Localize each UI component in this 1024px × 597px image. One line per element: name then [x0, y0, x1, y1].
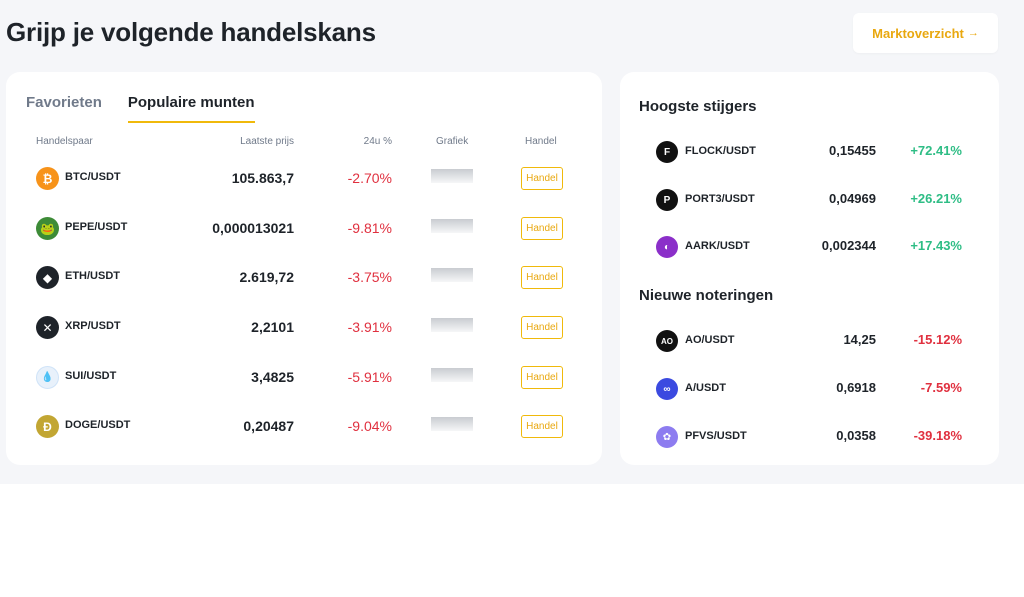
last-price: 2,2101	[251, 319, 294, 335]
last-price: 0,0358	[836, 428, 876, 443]
tab-bar: Favorieten Populaire munten	[26, 94, 255, 123]
port3-icon: P	[656, 189, 678, 211]
pair-name: SUI/USDT	[65, 370, 117, 382]
movers-card: Hoogste stijgers F FLOCK/USDT 0,15455 +72.4…	[620, 72, 999, 465]
pair-name: AO/USDT	[685, 334, 735, 346]
trade-button[interactable]: Handel	[521, 366, 563, 389]
last-price: 0,002344	[821, 238, 876, 253]
trade-button[interactable]: Handel	[521, 167, 563, 190]
dogecoin-icon: Ð	[36, 415, 59, 438]
change-24h: -2.70%	[347, 170, 392, 186]
sparkline-chart	[431, 169, 473, 183]
sui-icon: 💧	[36, 366, 59, 389]
bitcoin-icon: ₿	[36, 167, 59, 190]
pair-name: DOGE/USDT	[65, 419, 131, 431]
ethereum-icon: ◆	[36, 266, 59, 289]
list-item[interactable]: F FLOCK/USDT 0,15455 +72.41%	[620, 131, 999, 171]
page-title: Grijp je volgende handelskans	[6, 17, 376, 47]
pair-name: PEPE/USDT	[65, 221, 128, 233]
table-row[interactable]: 🐸 PEPE/USDT 0,000013021 -9.81% Handel	[6, 209, 602, 249]
last-price: 0,6918	[836, 380, 876, 395]
list-item[interactable]: AO AO/USDT 14,25 -15.12%	[620, 320, 999, 360]
last-price: 105.863,7	[231, 170, 294, 186]
sparkline-chart	[431, 417, 473, 431]
pair-name: BTC/USDT	[65, 171, 121, 183]
table-row[interactable]: Ð DOGE/USDT 0,20487 -9.04% Handel	[6, 407, 602, 447]
pair-name: AARK/USDT	[685, 240, 750, 252]
pair-name: ETH/USDT	[65, 270, 120, 282]
trade-button[interactable]: Handel	[521, 316, 563, 339]
pair-name: XRP/USDT	[65, 320, 121, 332]
change-24h: -3.75%	[347, 269, 392, 285]
pair-name: FLOCK/USDT	[685, 145, 756, 157]
top-gainers-title: Hoogste stijgers	[639, 98, 757, 115]
pair-name: PFVS/USDT	[685, 430, 747, 442]
list-item[interactable]: ◐ AARK/USDT 0,002344 +17.43%	[620, 226, 999, 266]
list-item[interactable]: P PORT3/USDT 0,04969 +26.21%	[620, 179, 999, 219]
xrp-icon: ✕	[36, 316, 59, 339]
column-header-pair: Handelspaar	[36, 136, 93, 147]
change-24h: -3.91%	[347, 319, 392, 335]
tab-favorites[interactable]: Favorieten	[26, 94, 102, 111]
ao-icon: AO	[656, 330, 678, 352]
last-price: 0,04969	[829, 191, 876, 206]
table-row[interactable]: ◆ ETH/USDT 2.619,72 -3.75% Handel	[6, 258, 602, 298]
table-row[interactable]: 💧 SUI/USDT 3,4825 -5.91% Handel	[6, 358, 602, 398]
table-row[interactable]: ₿ BTC/USDT 105.863,7 -2.70% Handel	[6, 159, 602, 199]
change-24h: +72.41%	[910, 143, 962, 158]
pair-name: A/USDT	[685, 382, 726, 394]
sparkline-chart	[431, 318, 473, 332]
change-24h: -15.12%	[913, 332, 962, 347]
pfvs-icon: ✿	[656, 426, 678, 448]
last-price: 3,4825	[251, 369, 294, 385]
aark-icon: ◐	[656, 236, 678, 258]
market-overview-button[interactable]: Marktoverzicht →	[853, 13, 998, 53]
last-price: 0,15455	[829, 143, 876, 158]
last-price: 2.619,72	[239, 269, 295, 285]
column-header-chart: Grafiek	[436, 136, 469, 147]
trade-button[interactable]: Handel	[521, 415, 563, 438]
sparkline-chart	[431, 268, 473, 282]
pepe-icon: 🐸	[36, 217, 59, 240]
sparkline-chart	[431, 219, 473, 233]
last-price: 14,25	[843, 332, 876, 347]
list-item[interactable]: ∞ A/USDT 0,6918 -7.59%	[620, 368, 999, 408]
a-icon: ∞	[656, 378, 678, 400]
last-price: 0,000013021	[212, 220, 294, 236]
change-24h: -9.81%	[347, 220, 392, 236]
column-header-change: 24u %	[363, 136, 392, 147]
market-overview-label: Marktoverzicht	[872, 25, 964, 41]
change-24h: +17.43%	[910, 238, 962, 253]
table-row[interactable]: ✕ XRP/USDT 2,2101 -3.91% Handel	[6, 308, 602, 348]
arrow-right-icon: →	[967, 27, 979, 39]
column-header-trade: Handel	[525, 136, 557, 147]
popular-coins-card: Favorieten Populaire munten Handelspaar …	[6, 72, 602, 465]
tab-popular-coins[interactable]: Populaire munten	[127, 94, 255, 123]
sparkline-chart	[431, 368, 473, 382]
new-listings-title: Nieuwe noteringen	[639, 287, 774, 304]
trade-button[interactable]: Handel	[521, 217, 563, 240]
change-24h: -39.18%	[913, 428, 962, 443]
change-24h: +26.21%	[910, 191, 962, 206]
trade-button[interactable]: Handel	[521, 266, 563, 289]
column-header-price: Laatste prijs	[240, 136, 294, 147]
last-price: 0,20487	[243, 418, 294, 434]
list-item[interactable]: ✿ PFVS/USDT 0,0358 -39.18%	[620, 416, 999, 456]
pair-name: PORT3/USDT	[685, 193, 755, 205]
flock-icon: F	[656, 141, 678, 163]
change-24h: -9.04%	[347, 418, 392, 434]
change-24h: -7.59%	[920, 380, 962, 395]
change-24h: -5.91%	[347, 369, 392, 385]
